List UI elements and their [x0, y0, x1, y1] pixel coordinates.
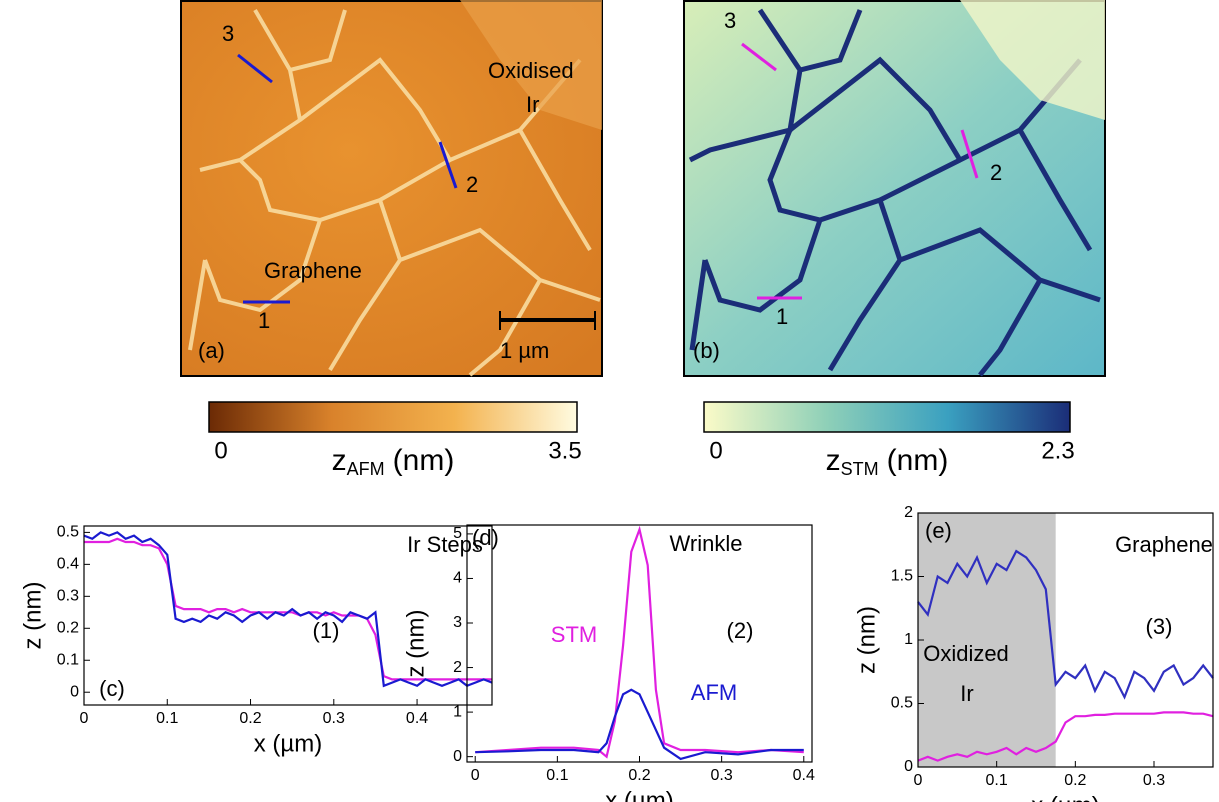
data-line [917, 711, 1214, 762]
colorbar [703, 401, 1071, 433]
x-axis-label: x (µm) [605, 787, 673, 802]
y-tick-label: 0.5 [57, 524, 79, 541]
y-tick-label: 0.4 [57, 556, 79, 573]
annotation: Ir [960, 681, 973, 706]
line-label: 1 [776, 304, 788, 329]
colorbar-tick-label: 2.3 [1041, 437, 1074, 464]
y-tick-label: 2 [904, 504, 913, 521]
x-axis-label: x (µm) [1031, 792, 1099, 802]
x-tick-label: 0.2 [1064, 772, 1086, 789]
subscript: STM [841, 459, 879, 479]
y-axis-label: z (nm) [19, 582, 46, 650]
annotation: (d) [472, 525, 499, 550]
x-tick-label: 0.4 [793, 767, 815, 784]
y-tick-label: 0.5 [891, 695, 913, 712]
y-axis-label: z (nm) [402, 610, 429, 678]
line-label: 1 [258, 308, 270, 333]
annotation: (2) [727, 618, 754, 643]
y-tick-label: 0 [453, 748, 462, 765]
annotation: Ir Steps [407, 532, 483, 557]
symbol: z [332, 444, 347, 477]
subscript: AFM [347, 459, 385, 479]
y-tick-label: 2 [453, 659, 462, 676]
annotation: (3) [1146, 614, 1173, 639]
x-tick-label: 0.3 [323, 710, 345, 727]
plot-frame [466, 524, 813, 763]
x-tick-label: 0.3 [1143, 772, 1165, 789]
x-tick-label: 0.4 [406, 710, 428, 727]
plot-frame [917, 512, 1214, 768]
series-label: AFM [691, 680, 737, 705]
y-tick-label: 5 [453, 525, 462, 542]
annotation: Oxidized [923, 641, 1009, 666]
scale-bar-label: 1 µm [500, 338, 549, 363]
annotation: Graphene [1115, 532, 1213, 557]
y-tick-label: 3 [453, 614, 462, 631]
x-tick-label: 0.3 [711, 767, 733, 784]
colorbar [208, 401, 578, 433]
line-label: 2 [990, 160, 1002, 185]
shaded-region [918, 513, 1056, 767]
line-label: 3 [222, 21, 234, 46]
unit: (nm) [887, 444, 949, 477]
y-axis-label: z (nm) [853, 606, 880, 674]
data-line [475, 525, 804, 759]
y-tick-label: 1.5 [891, 568, 913, 585]
x-tick-label: 0.2 [628, 767, 650, 784]
y-tick-label: 0.1 [57, 651, 79, 668]
symbol: z [826, 444, 841, 477]
y-tick-label: 0 [70, 683, 79, 700]
x-tick-label: 0.1 [546, 767, 568, 784]
y-tick-label: 0.3 [57, 588, 79, 605]
line-label: 2 [466, 172, 478, 197]
data-line [84, 537, 492, 681]
plot-frame [83, 525, 493, 706]
y-tick-label: 1 [453, 703, 462, 720]
colorbar-tick-label: 0 [709, 437, 722, 464]
data-line [83, 531, 493, 688]
line-label: 3 [724, 8, 736, 33]
colorbar-label: zSTM (nm) [826, 444, 949, 479]
stm-image [683, 0, 1106, 377]
image-label: Oxidised [488, 58, 574, 83]
x-tick-label: 0.2 [239, 710, 261, 727]
x-tick-label: 0 [471, 767, 480, 784]
panel-label: (b) [693, 338, 720, 363]
annotation: Wrinkle [670, 531, 743, 556]
panel-label: (a) [198, 338, 225, 363]
colorbar-tick-label: 0 [214, 437, 227, 464]
annotation: (e) [925, 518, 952, 543]
data-line [475, 688, 804, 761]
data-line [917, 549, 1214, 700]
image-label: Graphene [264, 258, 362, 283]
x-tick-label: 0.1 [986, 772, 1008, 789]
y-tick-label: 0.2 [57, 620, 79, 637]
x-tick-label: 0 [914, 772, 923, 789]
y-tick-label: 4 [453, 570, 462, 587]
afm-image [180, 0, 603, 377]
annotation: (1) [313, 618, 340, 643]
colorbar-tick-label: 3.5 [548, 437, 581, 464]
x-axis-label: x (µm) [254, 730, 322, 757]
x-tick-label: 0.1 [156, 710, 178, 727]
y-tick-label: 0 [904, 758, 913, 775]
unit: (nm) [393, 444, 455, 477]
image-label: Ir [526, 92, 539, 117]
annotation: (c) [99, 676, 125, 701]
y-tick-label: 1 [904, 631, 913, 648]
x-tick-label: 0 [80, 710, 89, 727]
series-label: STM [551, 622, 597, 647]
colorbar-label: zAFM (nm) [332, 444, 455, 479]
